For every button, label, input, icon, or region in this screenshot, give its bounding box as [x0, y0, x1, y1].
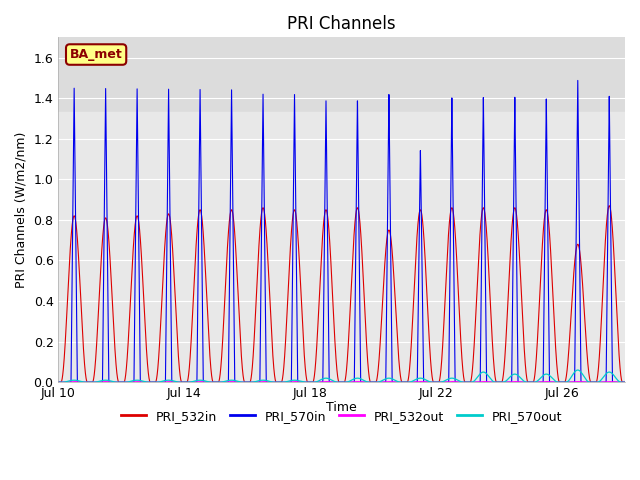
PRI_570out: [574, 367, 582, 373]
PRI_570out: [502, 378, 509, 384]
PRI_532out: [612, 379, 620, 385]
PRI_532out: [70, 379, 78, 384]
PRI_532in: [401, 379, 409, 385]
PRI_570in: [401, 379, 409, 385]
PRI_570in: [410, 379, 417, 385]
PRI_570in: [206, 379, 214, 385]
PRI_532in: [502, 344, 509, 349]
PRI_532out: [621, 379, 629, 385]
PRI_532out: [502, 379, 509, 385]
PRI_570in: [621, 379, 629, 385]
Title: PRI Channels: PRI Channels: [287, 15, 396, 33]
PRI_532out: [54, 379, 62, 385]
PRI_570in: [574, 78, 582, 84]
Text: BA_met: BA_met: [70, 48, 122, 61]
Y-axis label: PRI Channels (W/m2/nm): PRI Channels (W/m2/nm): [15, 132, 28, 288]
PRI_570in: [87, 379, 95, 385]
PRI_570in: [54, 379, 62, 385]
Line: PRI_532in: PRI_532in: [58, 206, 625, 382]
PRI_532in: [410, 304, 417, 310]
PRI_570in: [502, 379, 509, 385]
PRI_570in: [612, 379, 620, 385]
Legend: PRI_532in, PRI_570in, PRI_532out, PRI_570out: PRI_532in, PRI_570in, PRI_532out, PRI_57…: [116, 405, 567, 428]
PRI_570out: [54, 379, 62, 385]
PRI_532in: [87, 379, 95, 385]
PRI_532in: [206, 353, 214, 359]
PRI_532in: [621, 379, 629, 385]
Line: PRI_570in: PRI_570in: [58, 81, 625, 382]
PRI_532out: [206, 379, 214, 385]
PRI_570out: [612, 375, 620, 381]
PRI_532in: [605, 203, 613, 209]
Line: PRI_570out: PRI_570out: [58, 370, 625, 382]
PRI_570out: [621, 379, 629, 385]
PRI_570out: [401, 379, 409, 385]
PRI_570out: [206, 379, 214, 385]
PRI_570out: [87, 379, 95, 385]
PRI_570out: [410, 378, 417, 384]
X-axis label: Time: Time: [326, 401, 357, 414]
Bar: [58, 112, 625, 382]
PRI_532out: [87, 379, 95, 385]
PRI_532in: [612, 286, 620, 291]
PRI_532out: [401, 379, 409, 385]
PRI_532in: [54, 379, 62, 385]
PRI_532out: [410, 379, 417, 385]
